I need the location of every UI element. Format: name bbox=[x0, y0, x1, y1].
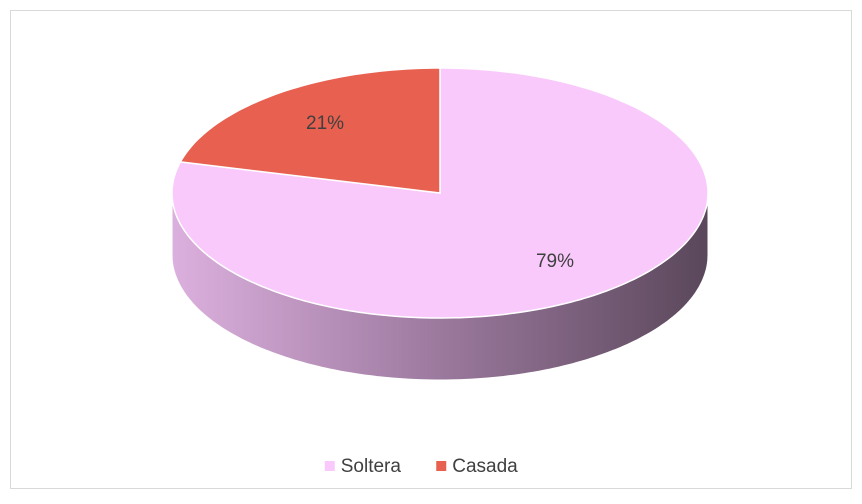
data-label: 79% bbox=[536, 251, 574, 272]
legend-label: Casada bbox=[452, 456, 518, 477]
legend-swatch bbox=[436, 461, 447, 471]
pie-slice bbox=[179, 67, 441, 194]
data-label: 21% bbox=[306, 113, 344, 134]
legend-label: Soltera bbox=[341, 456, 402, 477]
legend-swatch bbox=[324, 461, 335, 471]
